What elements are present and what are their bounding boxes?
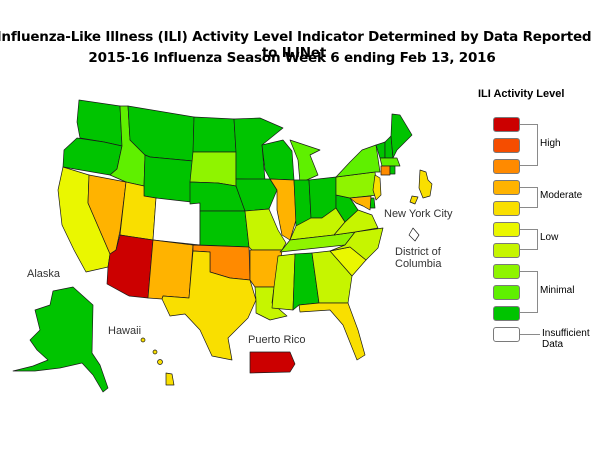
- label-hawaii: Hawaii: [108, 325, 142, 337]
- label-alaska: Alaska: [27, 268, 61, 280]
- state-ak[interactable]: [12, 286, 109, 393]
- state-ks[interactable]: [199, 210, 250, 248]
- legend-label-high: High: [540, 138, 561, 149]
- legend-brace-moderate: [520, 187, 538, 208]
- legend-swatch-moderate-6: [493, 201, 520, 216]
- state-wv[interactable]: [335, 194, 359, 223]
- legend-label-moderate: Moderate: [540, 190, 583, 201]
- legend-title: ILI Activity Level: [478, 88, 565, 100]
- state-nd[interactable]: [192, 116, 237, 153]
- inset-dc[interactable]: [408, 227, 420, 242]
- state-wi[interactable]: [261, 139, 295, 181]
- legend-swatch-moderate-7: [493, 180, 520, 195]
- legend-swatch-low-5: [493, 222, 520, 237]
- state-me[interactable]: [390, 113, 413, 159]
- state-mn[interactable]: [233, 117, 284, 181]
- state-sd[interactable]: [189, 151, 237, 187]
- inset-nyc[interactable]: [418, 169, 433, 199]
- legend-swatch-high-8: [493, 159, 520, 174]
- state-ms[interactable]: [271, 253, 296, 311]
- label-dc-line1: District of: [395, 246, 441, 258]
- state-tx[interactable]: [161, 250, 257, 361]
- territory-pr[interactable]: [249, 351, 296, 374]
- legend-line-insufficient: [520, 334, 540, 335]
- state-nj[interactable]: [372, 174, 382, 201]
- state-ri[interactable]: [389, 165, 396, 175]
- label-new-york-city: New York City: [384, 208, 453, 220]
- legend-swatch-minimal-1: [493, 306, 520, 321]
- legend-swatch-minimal-3: [493, 264, 520, 279]
- state-hi[interactable]: [165, 372, 175, 386]
- legend-swatch-high-9: [493, 138, 520, 153]
- legend-brace-low: [520, 229, 538, 250]
- legend-swatch-minimal-2: [493, 285, 520, 300]
- map-subtitle: 2015-16 Influenza Season Week 6 ending F…: [88, 50, 496, 66]
- state-fl[interactable]: [298, 302, 366, 361]
- legend-swatch-high-10: [493, 117, 520, 132]
- legend-label-minimal: Minimal: [540, 285, 575, 296]
- state-md[interactable]: [349, 195, 372, 211]
- legend-swatch-insufficient: [493, 327, 520, 342]
- map-title: Influenza-Like Illness (ILI) Activity Le…: [0, 29, 592, 61]
- legend: ILI Activity Level High Moderate Low Min…: [470, 88, 600, 350]
- state-ct[interactable]: [380, 165, 391, 176]
- legend-label-low: Low: [540, 232, 559, 243]
- legend-brace-high: [520, 124, 538, 166]
- state-mo[interactable]: [244, 208, 287, 251]
- legend-label-insufficient: Insufficient Data: [542, 328, 590, 350]
- state-wy[interactable]: [143, 154, 194, 205]
- label-dc-line2: Columbia: [395, 258, 442, 270]
- label-puerto-rico: Puerto Rico: [248, 334, 306, 346]
- state-ny[interactable]: [335, 144, 381, 178]
- state-ga[interactable]: [311, 250, 353, 304]
- state-ma[interactable]: [379, 157, 401, 167]
- state-mi[interactable]: [289, 139, 321, 184]
- legend-brace-minimal: [520, 271, 538, 313]
- state-nm[interactable]: [147, 239, 194, 300]
- legend-swatch-low-4: [493, 243, 520, 258]
- state-co[interactable]: [152, 197, 201, 246]
